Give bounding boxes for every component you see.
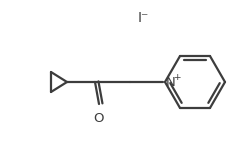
- Text: O: O: [93, 112, 103, 125]
- Text: N: N: [166, 76, 176, 89]
- Text: I⁻: I⁻: [137, 11, 149, 25]
- Text: +: +: [173, 73, 181, 82]
